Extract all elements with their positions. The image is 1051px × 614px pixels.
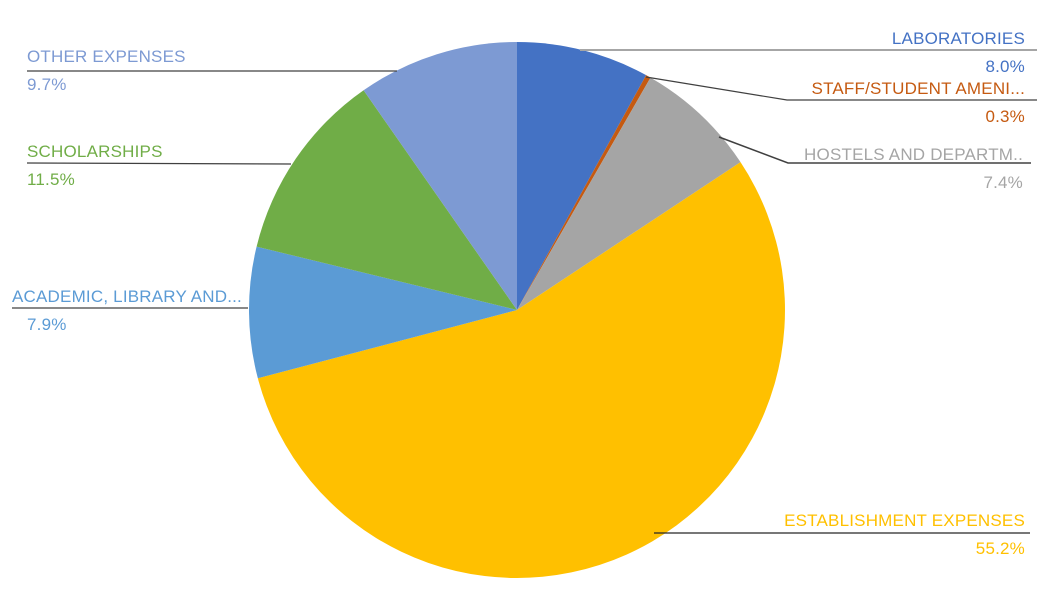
label-hostels-and-departments-value: 7.4% [983,173,1023,192]
pie-slice-hostels-and-departm [517,77,741,310]
label-establishment-expenses: ESTABLISHMENT EXPENSES 55.2% [784,510,1025,559]
pie-slice-laboratories [517,42,647,310]
pie-slice-staff-student-ameni [517,75,651,311]
label-scholarships-value: 11.5% [27,170,75,189]
label-laboratories-value: 8.0% [985,57,1025,76]
leader-line-2 [718,136,1031,164]
label-hostels-and-departments: HOSTELS AND DEPARTM.. 7.4% [804,144,1023,193]
label-hostels-and-departments-name: HOSTELS AND DEPARTM.. [804,145,1023,164]
pie-slice-establishment-expenses [257,162,785,578]
leader-line-1 [645,76,1037,101]
label-other-expenses-value: 9.7% [27,75,67,94]
label-scholarships: SCHOLARSHIPS 11.5% [27,141,163,190]
label-academic-library: ACADEMIC, LIBRARY AND... 7.9% [12,286,242,335]
label-establishment-expenses-name: ESTABLISHMENT EXPENSES [784,511,1025,530]
pie-slice-other-expenses [363,42,517,310]
label-laboratories-name: LABORATORIES [891,29,1025,48]
label-establishment-expenses-value: 55.2% [975,539,1025,558]
pie-slice-scholarships [256,90,517,310]
label-laboratories: LABORATORIES 8.0% [892,28,1025,77]
label-academic-library-value: 7.9% [27,315,67,334]
label-staff-student-amenities-value: 0.3% [985,107,1025,126]
label-other-expenses-name: OTHER EXPENSES [27,47,186,66]
label-staff-student-amenities: STAFF/STUDENT AMENI... 0.3% [812,78,1025,127]
label-scholarships-name: SCHOLARSHIPS [27,142,163,161]
pie-slice-academic-library-and [248,246,518,379]
leader-line-5 [26,162,292,165]
label-other-expenses: OTHER EXPENSES 9.7% [27,46,186,95]
label-academic-library-name: ACADEMIC, LIBRARY AND... [12,287,242,306]
label-staff-student-amenities-name: STAFF/STUDENT AMENI... [811,79,1025,98]
